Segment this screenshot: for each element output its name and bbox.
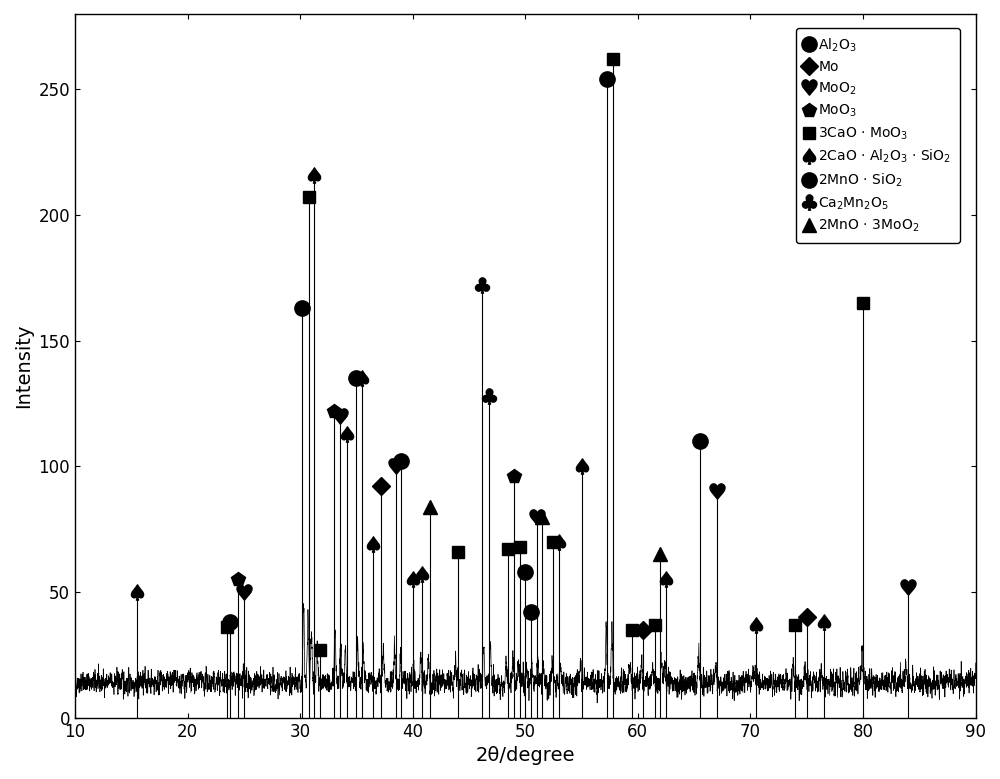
X-axis label: 2θ/degree: 2θ/degree [476, 746, 575, 765]
Y-axis label: Intensity: Intensity [14, 323, 33, 408]
Legend: Al$_2$O$_3$, Mo, MoO$_2$, MoO$_3$, 3CaO · MoO$_3$, 2CaO · Al$_2$O$_3$ · SiO$_2$,: Al$_2$O$_3$, Mo, MoO$_2$, MoO$_3$, 3CaO … [796, 28, 960, 243]
